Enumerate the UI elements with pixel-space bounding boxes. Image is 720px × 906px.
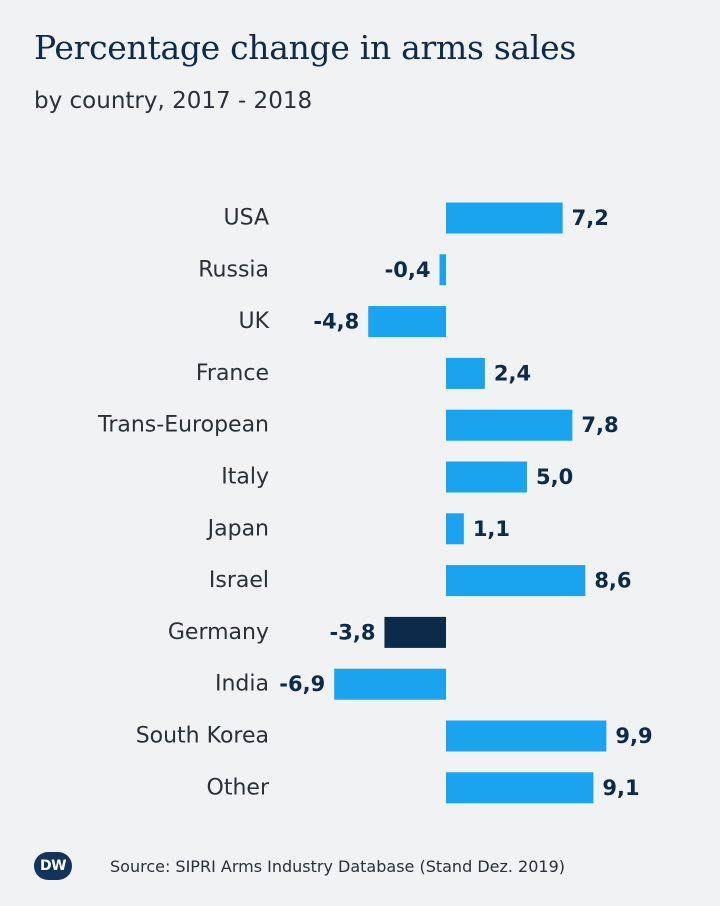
bar-germany: [384, 616, 446, 648]
bar-usa: [446, 202, 563, 234]
value-label-uk: -4,8: [313, 310, 359, 334]
chart-title: Percentage change in arms sales: [34, 28, 576, 67]
category-label-japan: Japan: [206, 516, 269, 541]
value-label-israel: 8,6: [594, 569, 631, 593]
bar-trans-european: [446, 409, 573, 441]
value-label-japan: 1,1: [473, 517, 510, 541]
bar-italy: [446, 461, 527, 493]
category-label-russia: Russia: [198, 257, 269, 282]
value-label-south-korea: 9,9: [615, 724, 652, 748]
value-label-other: 9,1: [602, 776, 639, 800]
chart-subtitle: by country, 2017 - 2018: [34, 88, 313, 114]
category-label-italy: Italy: [221, 465, 269, 490]
bar-uk: [368, 306, 446, 338]
footer: DW Source: SIPRI Arms Industry Database …: [34, 848, 565, 884]
category-label-other: Other: [207, 775, 270, 800]
source-note: Source: SIPRI Arms Industry Database (St…: [110, 856, 566, 876]
category-label-france: France: [196, 361, 269, 386]
bar-japan: [446, 513, 464, 545]
category-label-usa: USA: [223, 206, 269, 231]
bar-israel: [446, 565, 586, 597]
bar-russia: [439, 254, 446, 286]
bar-france: [446, 357, 485, 389]
value-label-russia: -0,4: [385, 258, 431, 282]
category-label-india: India: [215, 672, 269, 697]
bar-other: [446, 772, 594, 804]
value-label-india: -6,9: [279, 672, 325, 696]
category-label-uk: UK: [238, 309, 269, 334]
category-label-israel: Israel: [209, 568, 269, 593]
value-label-italy: 5,0: [536, 465, 573, 489]
bar-south-korea: [446, 720, 607, 752]
category-label-germany: Germany: [168, 620, 269, 645]
category-label-trans-european: Trans-European: [97, 413, 269, 438]
value-label-germany: -3,8: [330, 620, 376, 644]
bar-india: [334, 668, 446, 700]
value-label-trans-european: 7,8: [581, 413, 618, 437]
dw-logo: DW: [34, 852, 72, 880]
value-label-usa: 7,2: [572, 206, 609, 230]
value-label-france: 2,4: [494, 361, 531, 385]
bar-chart: USA 7,2 Russia -0,4 UK -4,8 France 2,4 Trans-Eur…: [97, 202, 653, 804]
category-label-south-korea: South Korea: [136, 724, 269, 749]
